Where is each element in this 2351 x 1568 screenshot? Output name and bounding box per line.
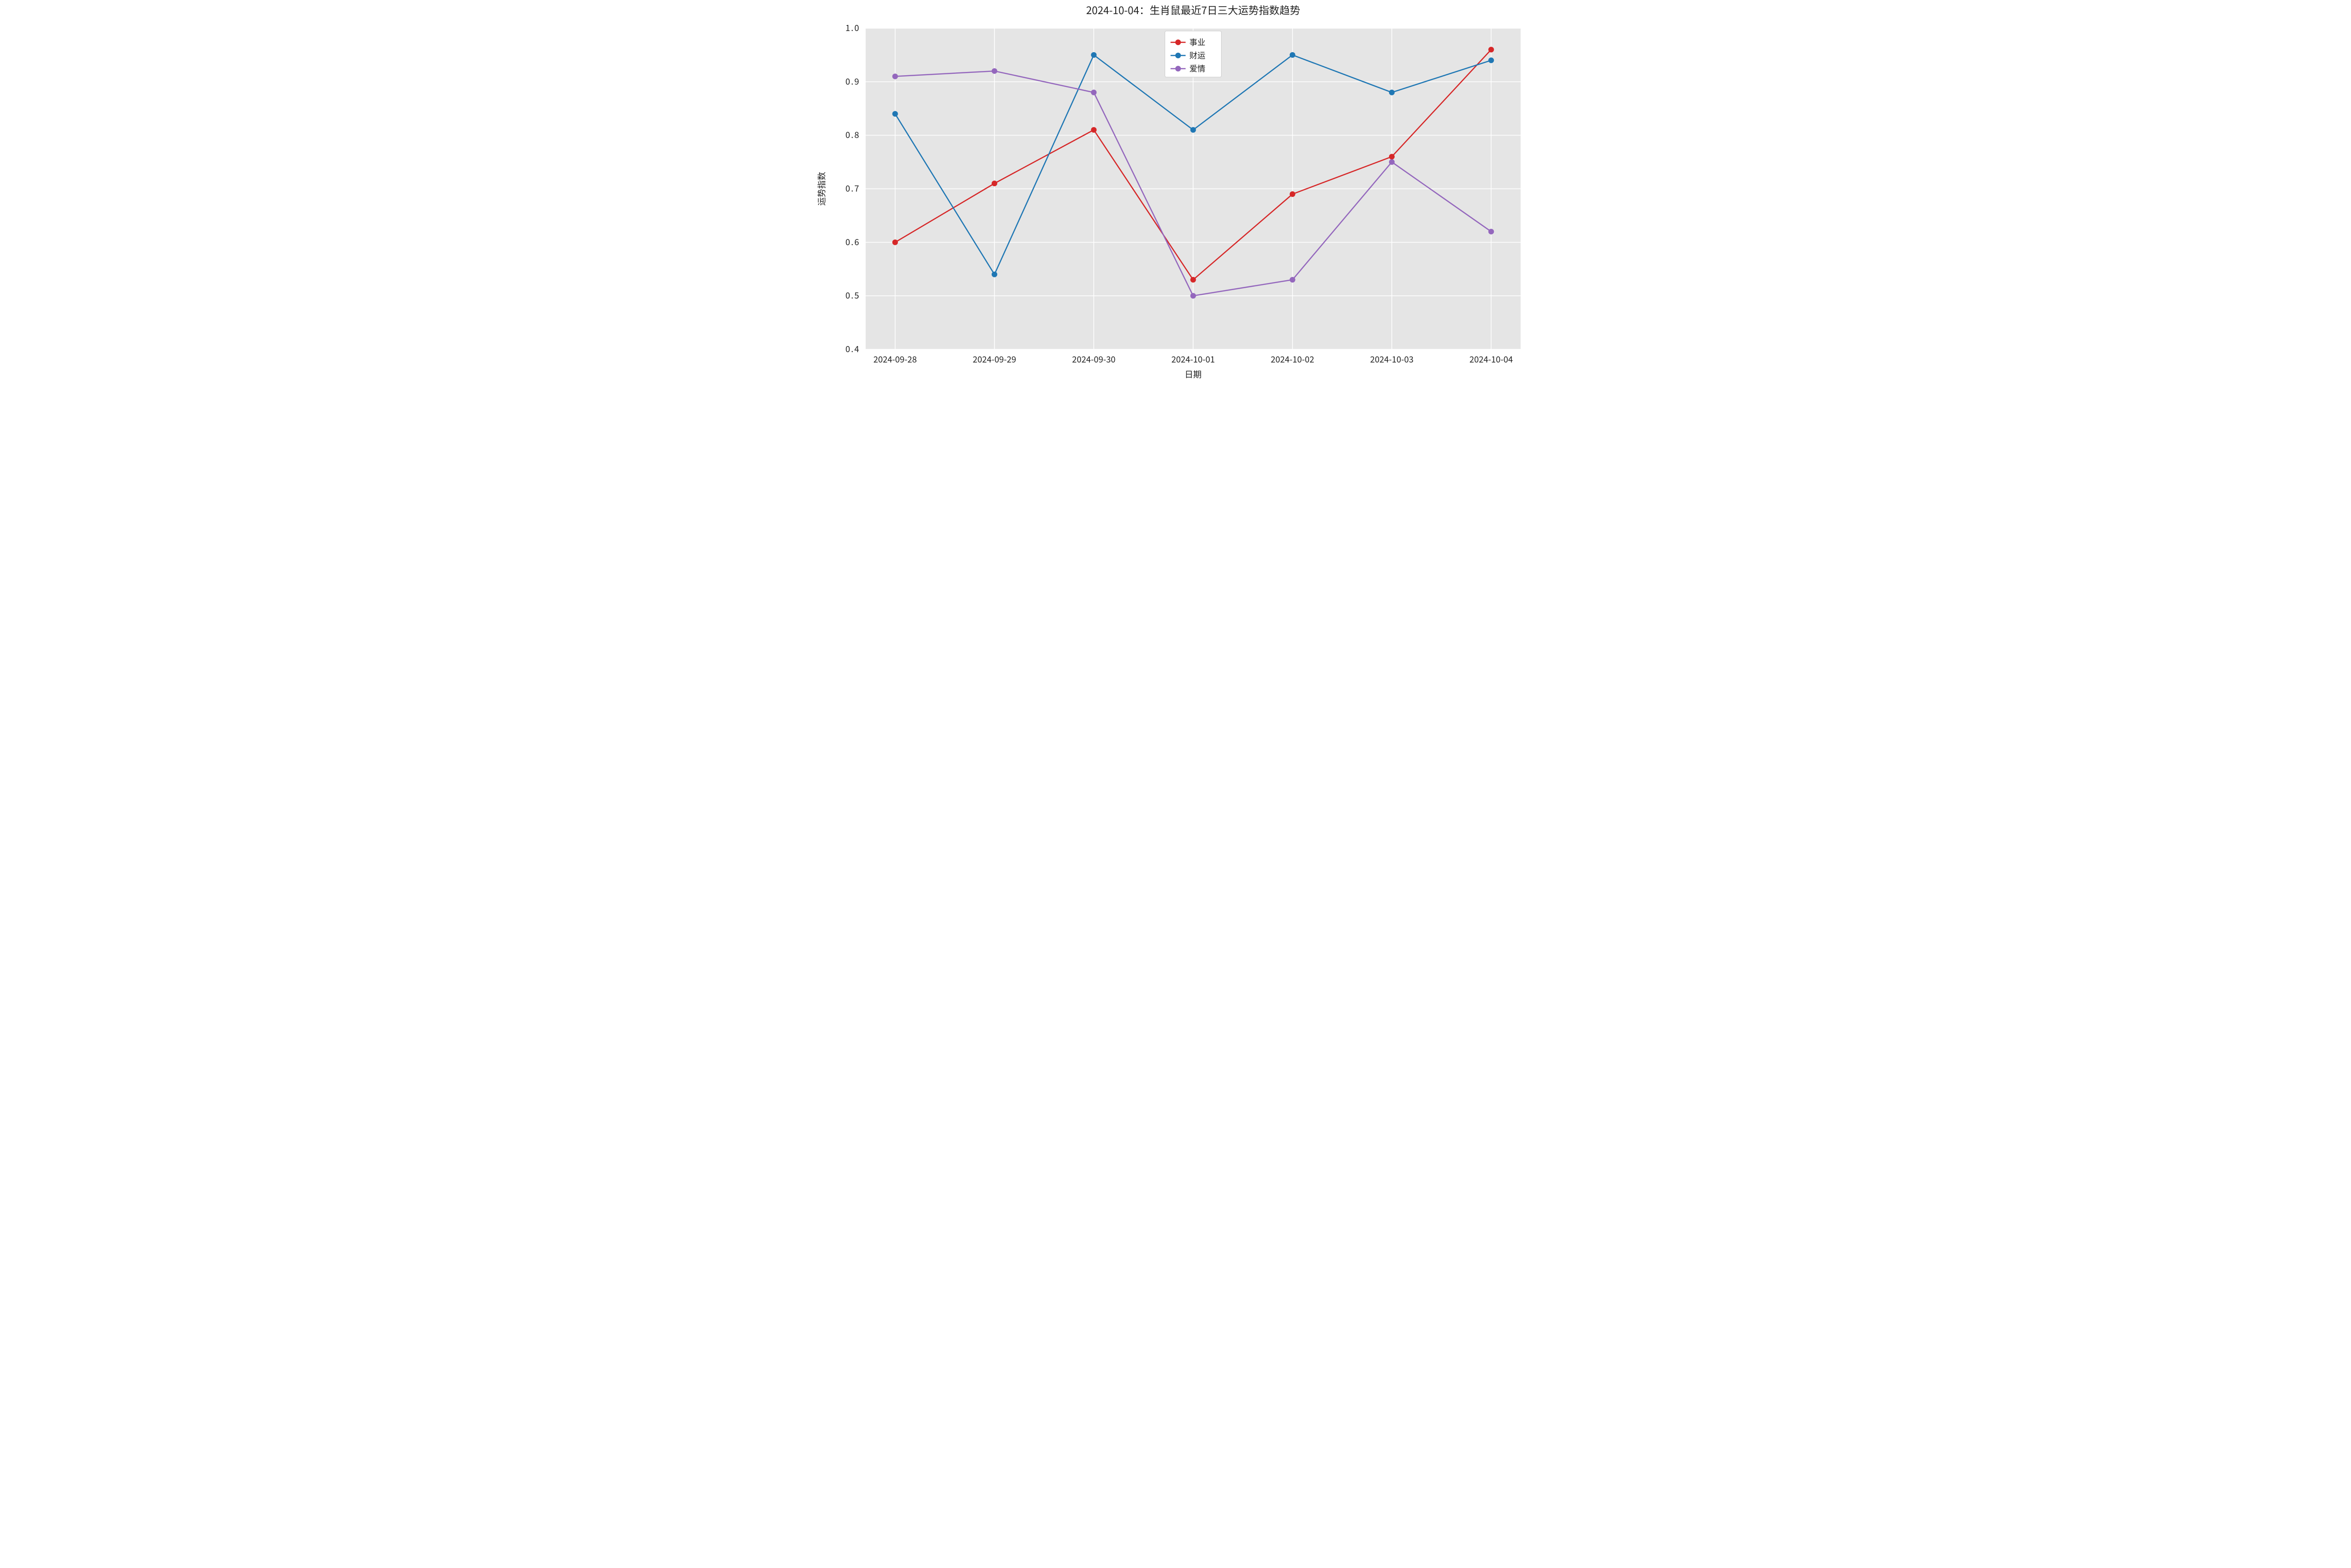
series-marker xyxy=(1191,293,1196,299)
legend-label: 爱情 xyxy=(1190,62,1206,74)
xtick-label: 2024-09-29 xyxy=(973,353,1016,365)
series-marker xyxy=(1488,229,1494,235)
legend-marker xyxy=(1176,66,1181,71)
ytick-label: 0.6 xyxy=(845,236,860,248)
series-marker xyxy=(992,68,997,74)
series-marker xyxy=(1091,90,1097,95)
line-chart: 0.4 0.5 0.6 0.7 0.8 0.9 1.0 2024-09-28 2024-09-2… xyxy=(812,0,1539,392)
series-marker xyxy=(1290,277,1295,283)
series-marker xyxy=(1488,47,1494,53)
series-marker xyxy=(892,73,898,79)
series-marker xyxy=(1290,191,1295,197)
series-marker xyxy=(1290,52,1295,58)
series-marker xyxy=(892,111,898,117)
xtick-label: 2024-10-01 xyxy=(1171,353,1215,365)
series-marker xyxy=(1091,52,1097,58)
ytick-label: 0.4 xyxy=(845,343,860,355)
xtick-label: 2024-09-30 xyxy=(1072,353,1115,365)
xtick-label: 2024-10-03 xyxy=(1370,353,1413,365)
legend: 事业财运爱情 xyxy=(1165,31,1222,77)
series-marker xyxy=(892,239,898,245)
series-marker xyxy=(1091,127,1097,133)
series-marker xyxy=(1389,90,1395,95)
series-marker xyxy=(1191,277,1196,283)
y-axis-label: 运势指数 xyxy=(815,172,828,206)
series-marker xyxy=(1191,127,1196,133)
chart-title: 2024-10-04：生肖鼠最近7日三大运势指数趋势 xyxy=(1086,2,1300,17)
series-marker xyxy=(1488,57,1494,63)
series-marker xyxy=(992,272,997,277)
series-marker xyxy=(1389,154,1395,159)
ytick-label: 0.8 xyxy=(845,129,860,141)
legend-label: 事业 xyxy=(1190,36,1206,47)
ytick-label: 0.9 xyxy=(845,75,860,87)
xtick-label: 2024-10-02 xyxy=(1271,353,1314,365)
chart-container: 0.4 0.5 0.6 0.7 0.8 0.9 1.0 2024-09-28 2024-09-2… xyxy=(812,0,1539,392)
series-marker xyxy=(1389,159,1395,165)
legend-marker xyxy=(1176,53,1181,58)
xtick-label: 2024-10-04 xyxy=(1469,353,1513,365)
xtick-label: 2024-09-28 xyxy=(873,353,916,365)
legend-label: 财运 xyxy=(1190,49,1206,61)
x-axis-label: 日期 xyxy=(1185,368,1202,380)
ytick-label: 0.7 xyxy=(845,182,860,195)
series-marker xyxy=(992,181,997,186)
ytick-label: 0.5 xyxy=(845,289,860,301)
legend-marker xyxy=(1176,39,1181,45)
ytick-label: 1.0 xyxy=(845,22,860,34)
